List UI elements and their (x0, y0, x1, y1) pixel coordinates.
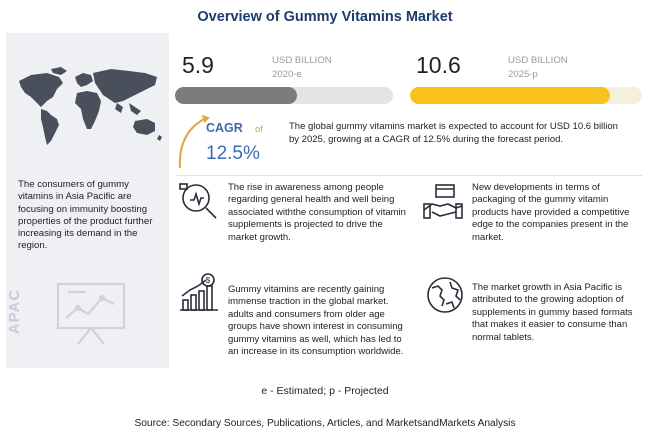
market-bar-2020 (175, 87, 393, 104)
market-unit-2020: USD BILLION 2020-e (272, 54, 332, 82)
market-value-2020: 5.9 (182, 52, 214, 78)
globe-icon (427, 277, 463, 313)
cagr-label: CAGR (206, 121, 243, 135)
market-bar-fill-2020 (175, 87, 298, 104)
insight-health-awareness: The rise in awareness among people regar… (228, 182, 406, 243)
region-description: The consumers of gummy vitamins in Asia … (18, 179, 153, 252)
svg-text:$: $ (206, 276, 211, 285)
health-awareness-icon (179, 183, 217, 219)
cagr-swoosh-icon (178, 115, 210, 169)
world-map-icon (19, 67, 162, 145)
unit-label: USD BILLION (272, 55, 332, 66)
market-value-2025: 10.6 (416, 52, 461, 78)
market-unit-2025: USD BILLION 2025-p (508, 54, 568, 82)
market-bar-fill-2025 (410, 87, 610, 104)
growth-chart-icon: $ (180, 273, 218, 311)
cagr-of: of (255, 124, 263, 135)
market-bar-2025 (410, 87, 642, 104)
packaging-handshake-icon (423, 184, 463, 219)
insight-traction: Gummy vitamins are recently gaining imme… (228, 284, 404, 358)
section-divider (177, 175, 642, 176)
market-summary: The global gummy vitamins market is expe… (289, 121, 618, 145)
presentation-chart-icon (56, 282, 126, 345)
unit-label: USD BILLION (508, 55, 568, 66)
year-label: 2025-p (508, 69, 538, 80)
cagr-value: 12.5% (206, 143, 260, 164)
insight-asia-pacific: The market growth in Asia Pacific is att… (472, 282, 633, 343)
insight-packaging: New developments in terms of packaging o… (472, 182, 630, 243)
footnote: e - Estimated; p - Projected (261, 385, 389, 397)
region-panel: The consumers of gummy vitamins in Asia … (6, 33, 169, 368)
region-label: APAC (6, 288, 24, 335)
page-title: Overview of Gummy Vitamins Market (197, 9, 453, 25)
year-label: 2020-e (272, 69, 302, 80)
source-note: Source: Secondary Sources, Publications,… (134, 418, 516, 429)
